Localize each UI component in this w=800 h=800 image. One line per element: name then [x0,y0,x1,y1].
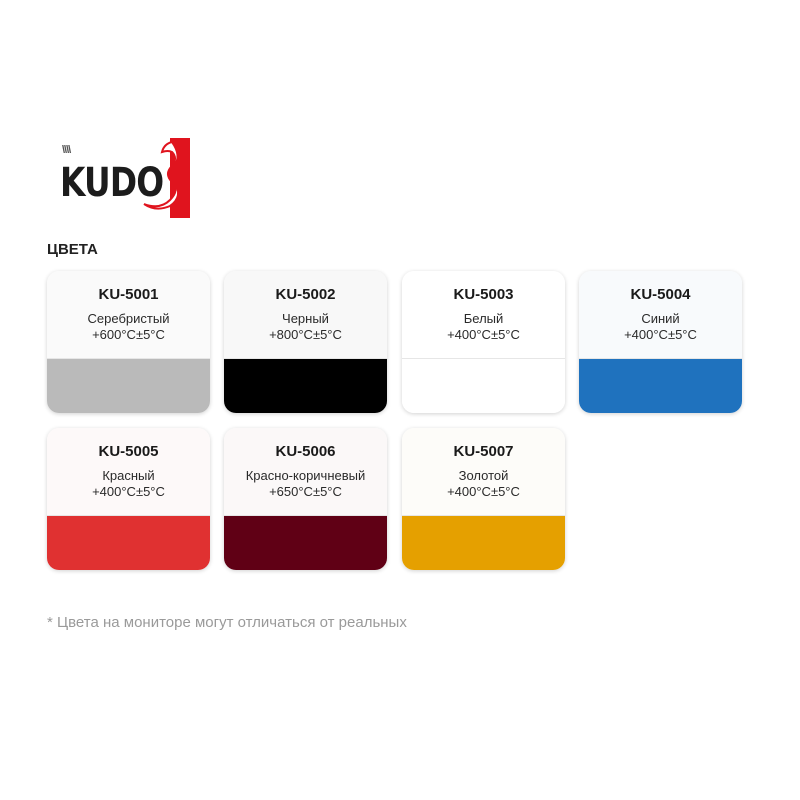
color-code: KU-5006 [275,443,336,460]
color-card: KU-5005 Красный +400°C±5°C [47,428,210,570]
color-name: Черный [282,311,329,326]
color-swatch [579,358,742,413]
color-name: Синий [641,311,680,326]
card-info: KU-5002 Черный +800°C±5°C [224,271,387,358]
color-temperature: +400°C±5°C [447,484,520,499]
section-heading: ЦВЕТА [47,241,98,258]
color-card: KU-5007 Золотой +400°C±5°C [402,428,565,570]
color-code: KU-5005 [98,443,159,460]
color-card: KU-5004 Синий +400°C±5°C [579,271,742,413]
color-swatch [402,515,565,570]
color-temperature: +800°C±5°C [269,327,342,342]
color-swatch [402,358,565,413]
card-info: KU-5003 Белый +400°C±5°C [402,271,565,358]
color-swatch [224,358,387,413]
color-swatch [224,515,387,570]
color-temperature: +400°C±5°C [447,327,520,342]
color-card: KU-5002 Черный +800°C±5°C [224,271,387,413]
color-temperature: +400°C±5°C [624,327,697,342]
logo-bars-icon: \\\\ [62,144,71,156]
color-card: KU-5001 Серебристый +600°C±5°C [47,271,210,413]
color-temperature: +650°C±5°C [269,484,342,499]
logo-text: KUDO [60,160,164,206]
kudo-logo: \\\\ KUDO [58,138,192,220]
color-card: KU-5003 Белый +400°C±5°C [402,271,565,413]
color-swatch [47,515,210,570]
color-swatch [47,358,210,413]
color-name: Белый [463,311,504,326]
card-info: KU-5001 Серебристый +600°C±5°C [47,271,210,358]
color-name: Серебристый [87,311,170,326]
color-name: Красно-коричневый [245,468,366,483]
color-name: Золотой [458,468,509,483]
color-code: KU-5004 [630,286,691,303]
card-info: KU-5006 Красно-коричневый +650°C±5°C [224,428,387,515]
color-code: KU-5001 [98,286,159,303]
color-code: KU-5002 [275,286,336,303]
disclaimer-note: * Цвета на мониторе могут отличаться от … [47,614,407,631]
color-name: Красный [102,468,155,483]
color-code: KU-5003 [453,286,514,303]
color-temperature: +400°C±5°C [92,484,165,499]
card-info: KU-5005 Красный +400°C±5°C [47,428,210,515]
color-code: KU-5007 [453,443,514,460]
card-info: KU-5007 Золотой +400°C±5°C [402,428,565,515]
seahorse-icon [143,140,180,210]
color-card: KU-5006 Красно-коричневый +650°C±5°C [224,428,387,570]
color-temperature: +600°C±5°C [92,327,165,342]
card-info: KU-5004 Синий +400°C±5°C [579,271,742,358]
